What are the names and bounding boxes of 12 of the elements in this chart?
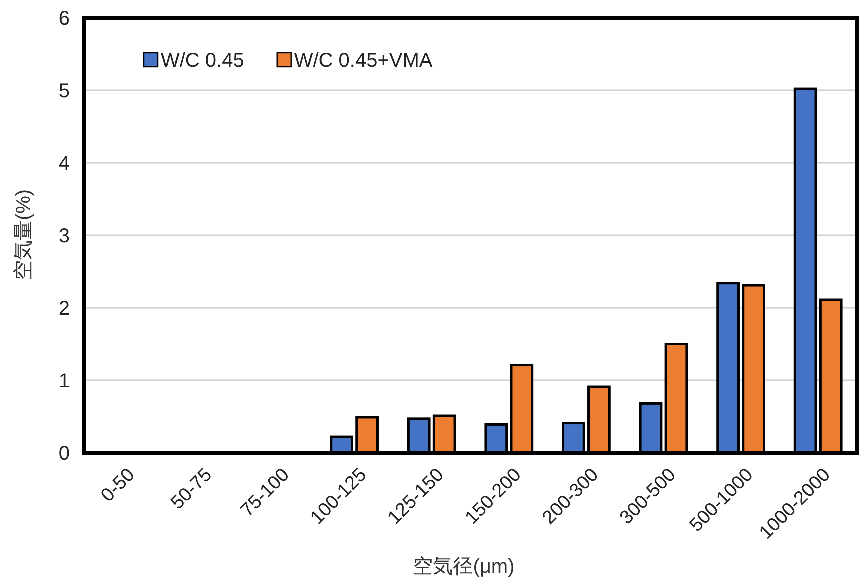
y-tick-label: 3 (58, 226, 70, 248)
y-axis-title: 空気量(%) (13, 189, 35, 281)
y-tick-label: 1 (58, 370, 70, 392)
x-axis-title: 空気径(μm) (413, 556, 515, 578)
x-tick-label: 0-50 (97, 464, 140, 506)
y-tick-label: 2 (58, 298, 70, 320)
legend-label: W/C 0.45 (161, 50, 244, 72)
y-tick-label: 0 (58, 443, 70, 465)
y-tick-label: 4 (58, 153, 70, 175)
y-tick-label: 5 (58, 80, 70, 102)
y-tick-label: 6 (58, 8, 70, 30)
legend-label: W/C 0.45+VMA (294, 50, 434, 72)
